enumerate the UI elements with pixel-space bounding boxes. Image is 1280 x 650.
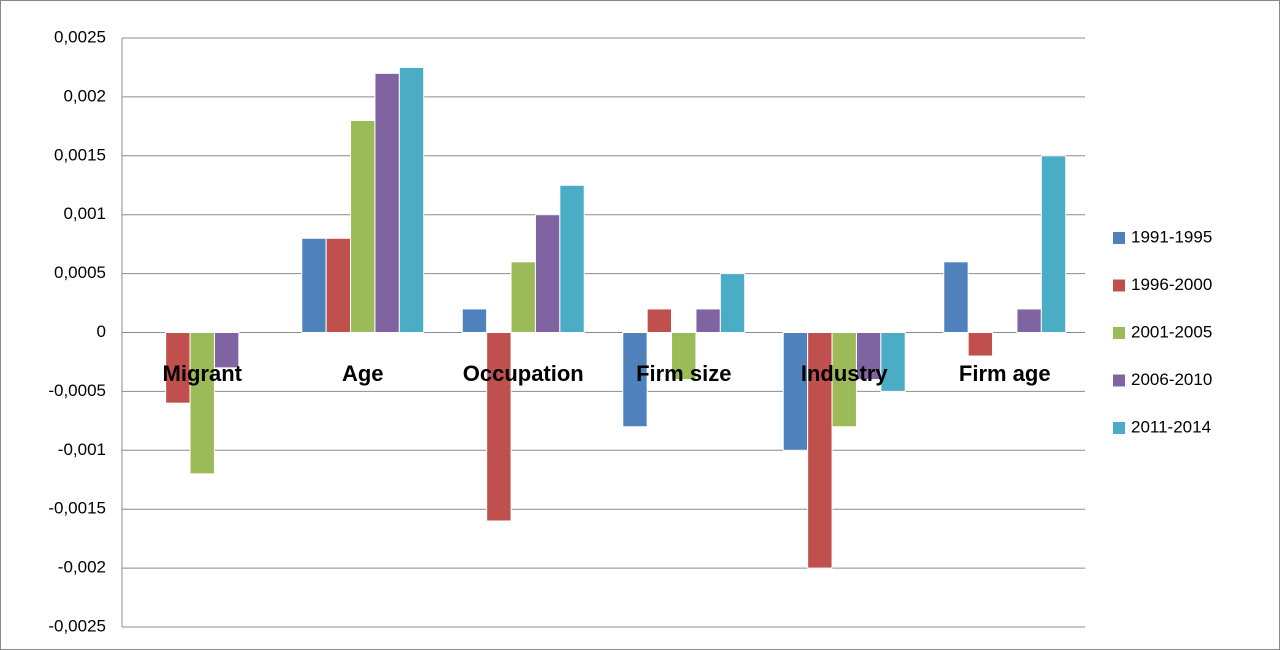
x-tick-label: Industry [801, 361, 889, 386]
y-tick-label: 0,0015 [54, 145, 106, 164]
legend-swatch [1113, 232, 1125, 244]
x-tick-label: Firm size [636, 361, 731, 386]
y-tick-label: -0,0025 [48, 616, 106, 635]
legend-label: 2006-2010 [1131, 370, 1212, 389]
x-tick-label: Migrant [163, 361, 243, 386]
legend-label: 1996-2000 [1131, 275, 1212, 294]
legend-label: 2001-2005 [1131, 322, 1212, 341]
bar [671, 332, 697, 381]
bar [461, 308, 488, 334]
y-tick-label: -0,001 [58, 440, 106, 459]
legend-swatch [1113, 422, 1125, 434]
y-tick-label: 0,002 [63, 86, 106, 105]
bar [646, 308, 673, 334]
bar [213, 332, 240, 369]
bar [695, 308, 721, 334]
bar [880, 332, 906, 392]
bar [622, 332, 648, 428]
bar [165, 332, 191, 404]
x-tick-label: Occupation [463, 361, 584, 386]
legend-swatch [1113, 327, 1125, 339]
legend-swatch [1113, 374, 1125, 387]
bar [301, 237, 327, 333]
bar [398, 66, 425, 333]
bar [1016, 308, 1042, 334]
bar [374, 72, 400, 333]
bar [534, 214, 561, 333]
legend-swatch [1113, 279, 1125, 292]
bar [831, 332, 857, 428]
bar [1040, 155, 1067, 333]
y-tick-label: 0,0005 [54, 263, 106, 282]
bar [189, 332, 215, 475]
y-tick-label: -0,002 [58, 558, 106, 577]
bar [943, 261, 969, 334]
bar [782, 332, 809, 451]
y-tick-label: 0,0025 [54, 27, 106, 46]
bar [719, 273, 746, 334]
bar [967, 332, 994, 357]
y-tick-label: 0,001 [63, 204, 106, 223]
bar [350, 119, 376, 333]
y-tick-label: -0,0005 [48, 381, 106, 400]
bar [510, 261, 536, 334]
legend-label: 1991-1995 [1131, 227, 1212, 246]
bar [559, 184, 585, 333]
legend-label: 2011-2014 [1131, 417, 1211, 436]
y-tick-label: -0,0015 [48, 499, 106, 518]
bar [486, 332, 512, 522]
y-tick-label: 0 [97, 322, 106, 341]
bar [807, 332, 833, 569]
x-tick-label: Age [342, 361, 384, 386]
x-tick-label: Firm age [959, 361, 1051, 386]
bar [325, 237, 352, 333]
